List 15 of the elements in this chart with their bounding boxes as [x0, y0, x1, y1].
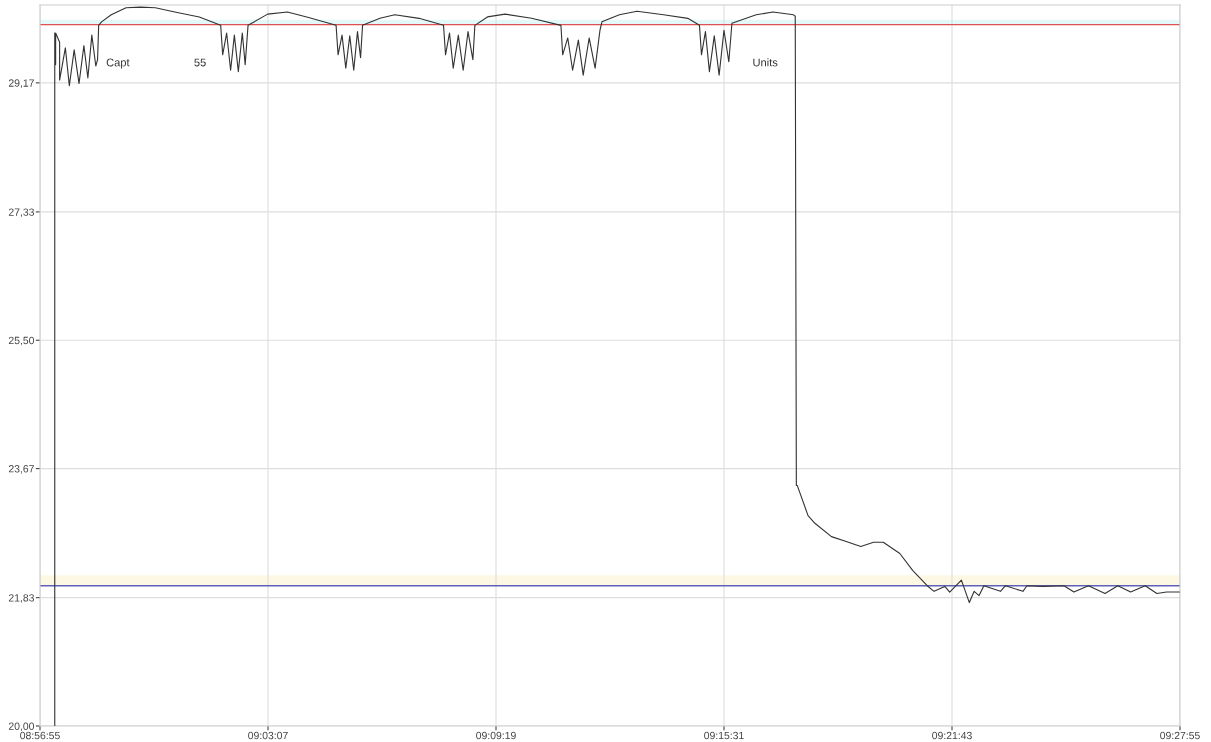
y-tick-label: 27,33: [8, 208, 34, 218]
x-tick-label: 09:21:43: [932, 731, 972, 740]
y-tick-label: 23,67: [8, 465, 34, 474]
annotation: Capt: [106, 58, 130, 69]
annotation: 55: [194, 58, 206, 67]
y-tick-label: 21,83: [8, 594, 34, 603]
x-tick-label: 09:03:07: [248, 731, 288, 740]
x-tick-label: 09:15:31: [704, 731, 744, 740]
y-tick-label: 25,50: [8, 336, 35, 346]
y-tick-label: 20,00: [8, 722, 35, 732]
y-tick-label: 29,17: [8, 79, 34, 88]
x-tick-label: 08:56:55: [20, 731, 60, 740]
x-tick-label: 09:09:19: [476, 731, 516, 740]
annotation: Units: [753, 58, 778, 67]
x-tick-label: 09:27:55: [1160, 731, 1200, 740]
